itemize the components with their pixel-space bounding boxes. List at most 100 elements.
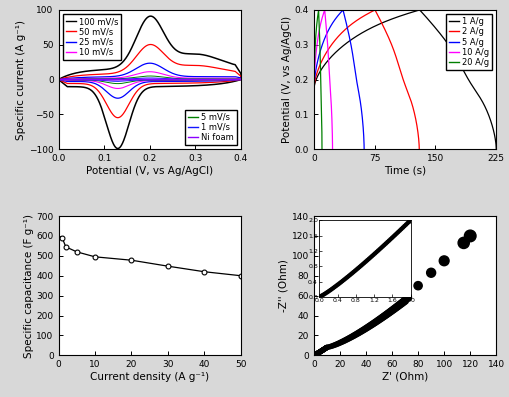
Point — [313, 351, 321, 357]
Point — [440, 258, 448, 264]
Point — [366, 322, 375, 329]
Point — [314, 350, 322, 357]
Y-axis label: -Z'' (Ohm): -Z'' (Ohm) — [279, 259, 289, 312]
Point — [317, 348, 325, 355]
Legend: 5 mV/s, 1 mV/s, Ni foam: 5 mV/s, 1 mV/s, Ni foam — [185, 110, 237, 145]
Point — [321, 345, 329, 351]
Point — [389, 306, 397, 313]
Point — [318, 347, 326, 354]
Point — [311, 351, 319, 358]
Point — [321, 346, 329, 352]
Point — [310, 352, 319, 358]
Point — [310, 352, 318, 358]
Point — [312, 351, 320, 358]
Point — [317, 348, 325, 355]
Point — [313, 351, 321, 357]
Point — [372, 319, 380, 325]
Point — [381, 312, 389, 319]
Point — [322, 345, 330, 351]
Point — [315, 349, 323, 355]
Point — [404, 295, 412, 301]
Point — [314, 350, 322, 356]
X-axis label: Potential (V, vs Ag/AgCl): Potential (V, vs Ag/AgCl) — [86, 166, 213, 176]
Point — [395, 301, 404, 308]
Point — [399, 299, 407, 306]
Point — [317, 348, 325, 355]
Point — [466, 233, 474, 239]
Point — [320, 346, 328, 353]
X-axis label: Z' (Ohm): Z' (Ohm) — [382, 372, 428, 382]
Point — [460, 240, 468, 246]
Point — [323, 345, 331, 351]
Point — [323, 344, 331, 351]
Point — [377, 315, 385, 322]
Point — [332, 341, 340, 348]
Point — [401, 297, 409, 304]
Point — [384, 310, 392, 317]
Point — [337, 339, 346, 345]
Point — [318, 347, 326, 354]
Point — [371, 320, 379, 326]
Y-axis label: Specific capacitance (F g⁻¹): Specific capacitance (F g⁻¹) — [23, 214, 34, 358]
Point — [331, 342, 339, 348]
Point — [357, 328, 365, 334]
Point — [311, 352, 319, 358]
Point — [393, 304, 401, 310]
Point — [319, 347, 327, 353]
Point — [386, 308, 394, 315]
Point — [315, 349, 323, 356]
Point — [336, 339, 344, 346]
Point — [397, 301, 405, 307]
Point — [315, 349, 323, 356]
Point — [318, 348, 326, 354]
Point — [322, 345, 330, 351]
Point — [314, 350, 322, 356]
Point — [382, 311, 390, 318]
Point — [313, 351, 321, 357]
Point — [322, 345, 330, 351]
Point — [316, 349, 324, 355]
Point — [317, 348, 325, 354]
Point — [380, 313, 388, 320]
Point — [316, 349, 324, 355]
Point — [352, 331, 360, 337]
Point — [319, 347, 327, 353]
Point — [313, 350, 321, 357]
Point — [314, 350, 322, 357]
Point — [338, 338, 347, 345]
Point — [400, 299, 408, 305]
Point — [311, 352, 319, 358]
Point — [316, 349, 324, 355]
Point — [360, 326, 368, 333]
Point — [312, 351, 320, 358]
Point — [320, 346, 328, 353]
Point — [355, 330, 363, 336]
Point — [390, 306, 399, 312]
Point — [373, 318, 381, 324]
Point — [319, 347, 327, 353]
Point — [340, 337, 348, 344]
Point — [388, 307, 396, 314]
Point — [322, 345, 330, 351]
Point — [361, 326, 370, 332]
Point — [312, 351, 320, 358]
Point — [313, 351, 321, 357]
Point — [321, 345, 329, 352]
Point — [314, 350, 322, 356]
Point — [319, 347, 327, 353]
Point — [356, 329, 364, 335]
Point — [321, 345, 329, 352]
X-axis label: Current density (A g⁻¹): Current density (A g⁻¹) — [90, 372, 209, 382]
Point — [414, 283, 422, 289]
Point — [323, 344, 331, 351]
Point — [392, 304, 400, 311]
Legend: 1 A/g, 2 A/g, 5 A/g, 10 A/g, 20 A/g: 1 A/g, 2 A/g, 5 A/g, 10 A/g, 20 A/g — [446, 14, 492, 70]
Point — [316, 349, 324, 355]
Point — [316, 349, 324, 355]
Point — [351, 332, 359, 338]
Point — [376, 316, 384, 322]
Point — [319, 347, 327, 353]
Point — [362, 325, 371, 331]
Point — [325, 344, 333, 350]
Point — [333, 341, 342, 347]
